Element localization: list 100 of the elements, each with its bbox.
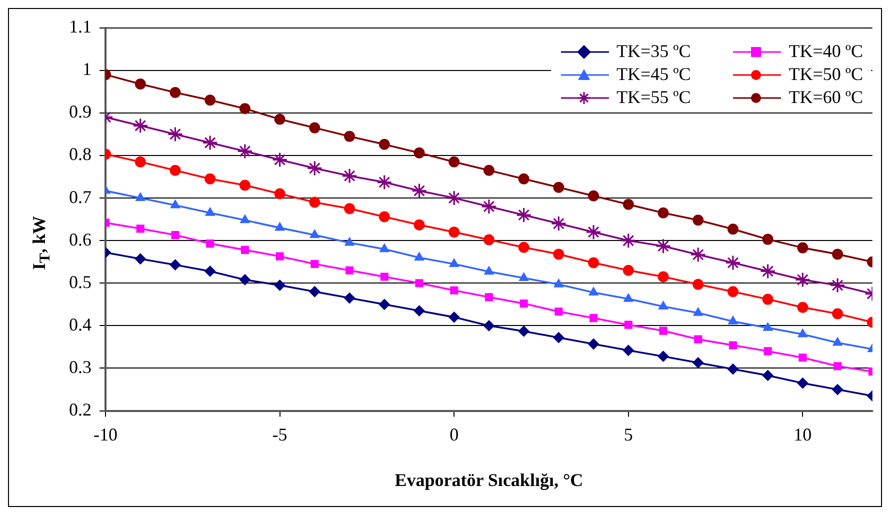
point xyxy=(762,234,774,245)
point xyxy=(411,182,428,199)
point xyxy=(692,357,704,368)
y-tick-label: 0.7 xyxy=(69,186,92,207)
point xyxy=(690,246,706,262)
point xyxy=(272,152,288,168)
point xyxy=(170,164,181,176)
x-axis-title: Evaporatör Sıcaklığı, °C xyxy=(394,470,584,490)
point xyxy=(622,198,634,210)
point xyxy=(448,226,460,238)
point xyxy=(798,328,808,338)
point xyxy=(167,126,184,142)
point xyxy=(764,347,772,356)
point xyxy=(449,258,459,267)
point xyxy=(692,214,704,226)
point xyxy=(310,260,319,268)
point xyxy=(240,246,249,254)
legend-label: TK=35 ºC xyxy=(616,41,691,62)
point xyxy=(481,198,497,214)
point xyxy=(170,259,181,270)
point xyxy=(589,314,598,322)
x-tick-label: 5 xyxy=(624,424,633,444)
legend-label: TK=50 ºC xyxy=(788,64,863,85)
point xyxy=(378,298,390,310)
point xyxy=(136,192,146,202)
point xyxy=(202,134,218,150)
point xyxy=(727,364,738,375)
x-tick-label: -10 xyxy=(94,424,118,444)
point xyxy=(727,286,738,298)
point xyxy=(588,190,600,202)
point xyxy=(762,294,774,305)
point xyxy=(483,234,494,246)
point xyxy=(415,279,424,288)
point xyxy=(274,114,286,125)
point xyxy=(762,322,773,331)
point xyxy=(588,286,598,296)
point xyxy=(620,232,636,248)
point xyxy=(380,272,388,281)
point xyxy=(239,180,250,191)
point xyxy=(484,266,494,275)
point xyxy=(170,86,181,98)
point xyxy=(586,224,602,240)
point xyxy=(760,263,776,280)
point xyxy=(694,335,702,344)
point xyxy=(448,156,460,168)
x-tick-label: 10 xyxy=(794,424,812,444)
y-tick-label: 0.9 xyxy=(69,102,92,122)
point xyxy=(306,160,322,176)
point xyxy=(588,257,600,268)
x-tick-label: 0 xyxy=(450,424,459,444)
point xyxy=(658,301,668,310)
point xyxy=(309,286,320,298)
point xyxy=(240,214,250,224)
point xyxy=(239,274,250,286)
point xyxy=(171,231,180,240)
point xyxy=(727,224,738,235)
point xyxy=(797,302,808,313)
point xyxy=(206,240,214,248)
point xyxy=(832,308,844,320)
y-tick-label: 1.1 xyxy=(69,16,92,37)
point xyxy=(832,248,844,260)
point xyxy=(483,320,494,332)
legend-label: TK=55 ºC xyxy=(616,87,691,108)
point xyxy=(204,266,216,277)
point xyxy=(274,222,285,231)
point xyxy=(414,305,425,316)
x-tick-label: -5 xyxy=(272,424,288,444)
y-tick-label: 0.8 xyxy=(69,144,92,164)
point xyxy=(830,277,846,294)
point xyxy=(518,173,530,184)
point xyxy=(622,264,634,276)
point xyxy=(344,237,354,246)
point xyxy=(554,278,564,288)
point xyxy=(414,219,425,230)
point xyxy=(344,292,356,304)
point xyxy=(344,203,356,214)
legend-label: TK=45 ºC xyxy=(616,64,691,85)
point xyxy=(658,350,669,362)
point xyxy=(518,272,529,282)
point xyxy=(132,118,148,134)
point xyxy=(309,122,320,134)
point xyxy=(205,207,215,216)
point xyxy=(136,224,144,233)
point xyxy=(446,190,462,206)
point xyxy=(376,174,392,190)
point xyxy=(624,320,632,329)
point xyxy=(414,252,424,261)
legend-label: TK=40 ºC xyxy=(788,41,863,62)
point xyxy=(274,188,286,200)
point xyxy=(554,308,563,316)
point xyxy=(134,78,146,90)
point xyxy=(794,272,810,288)
legend-label: TK=60 ºC xyxy=(788,87,863,108)
point xyxy=(658,207,669,218)
point xyxy=(762,370,774,381)
point xyxy=(622,344,634,356)
point xyxy=(344,130,356,142)
point xyxy=(553,332,564,344)
point xyxy=(520,300,528,308)
point xyxy=(484,293,493,302)
